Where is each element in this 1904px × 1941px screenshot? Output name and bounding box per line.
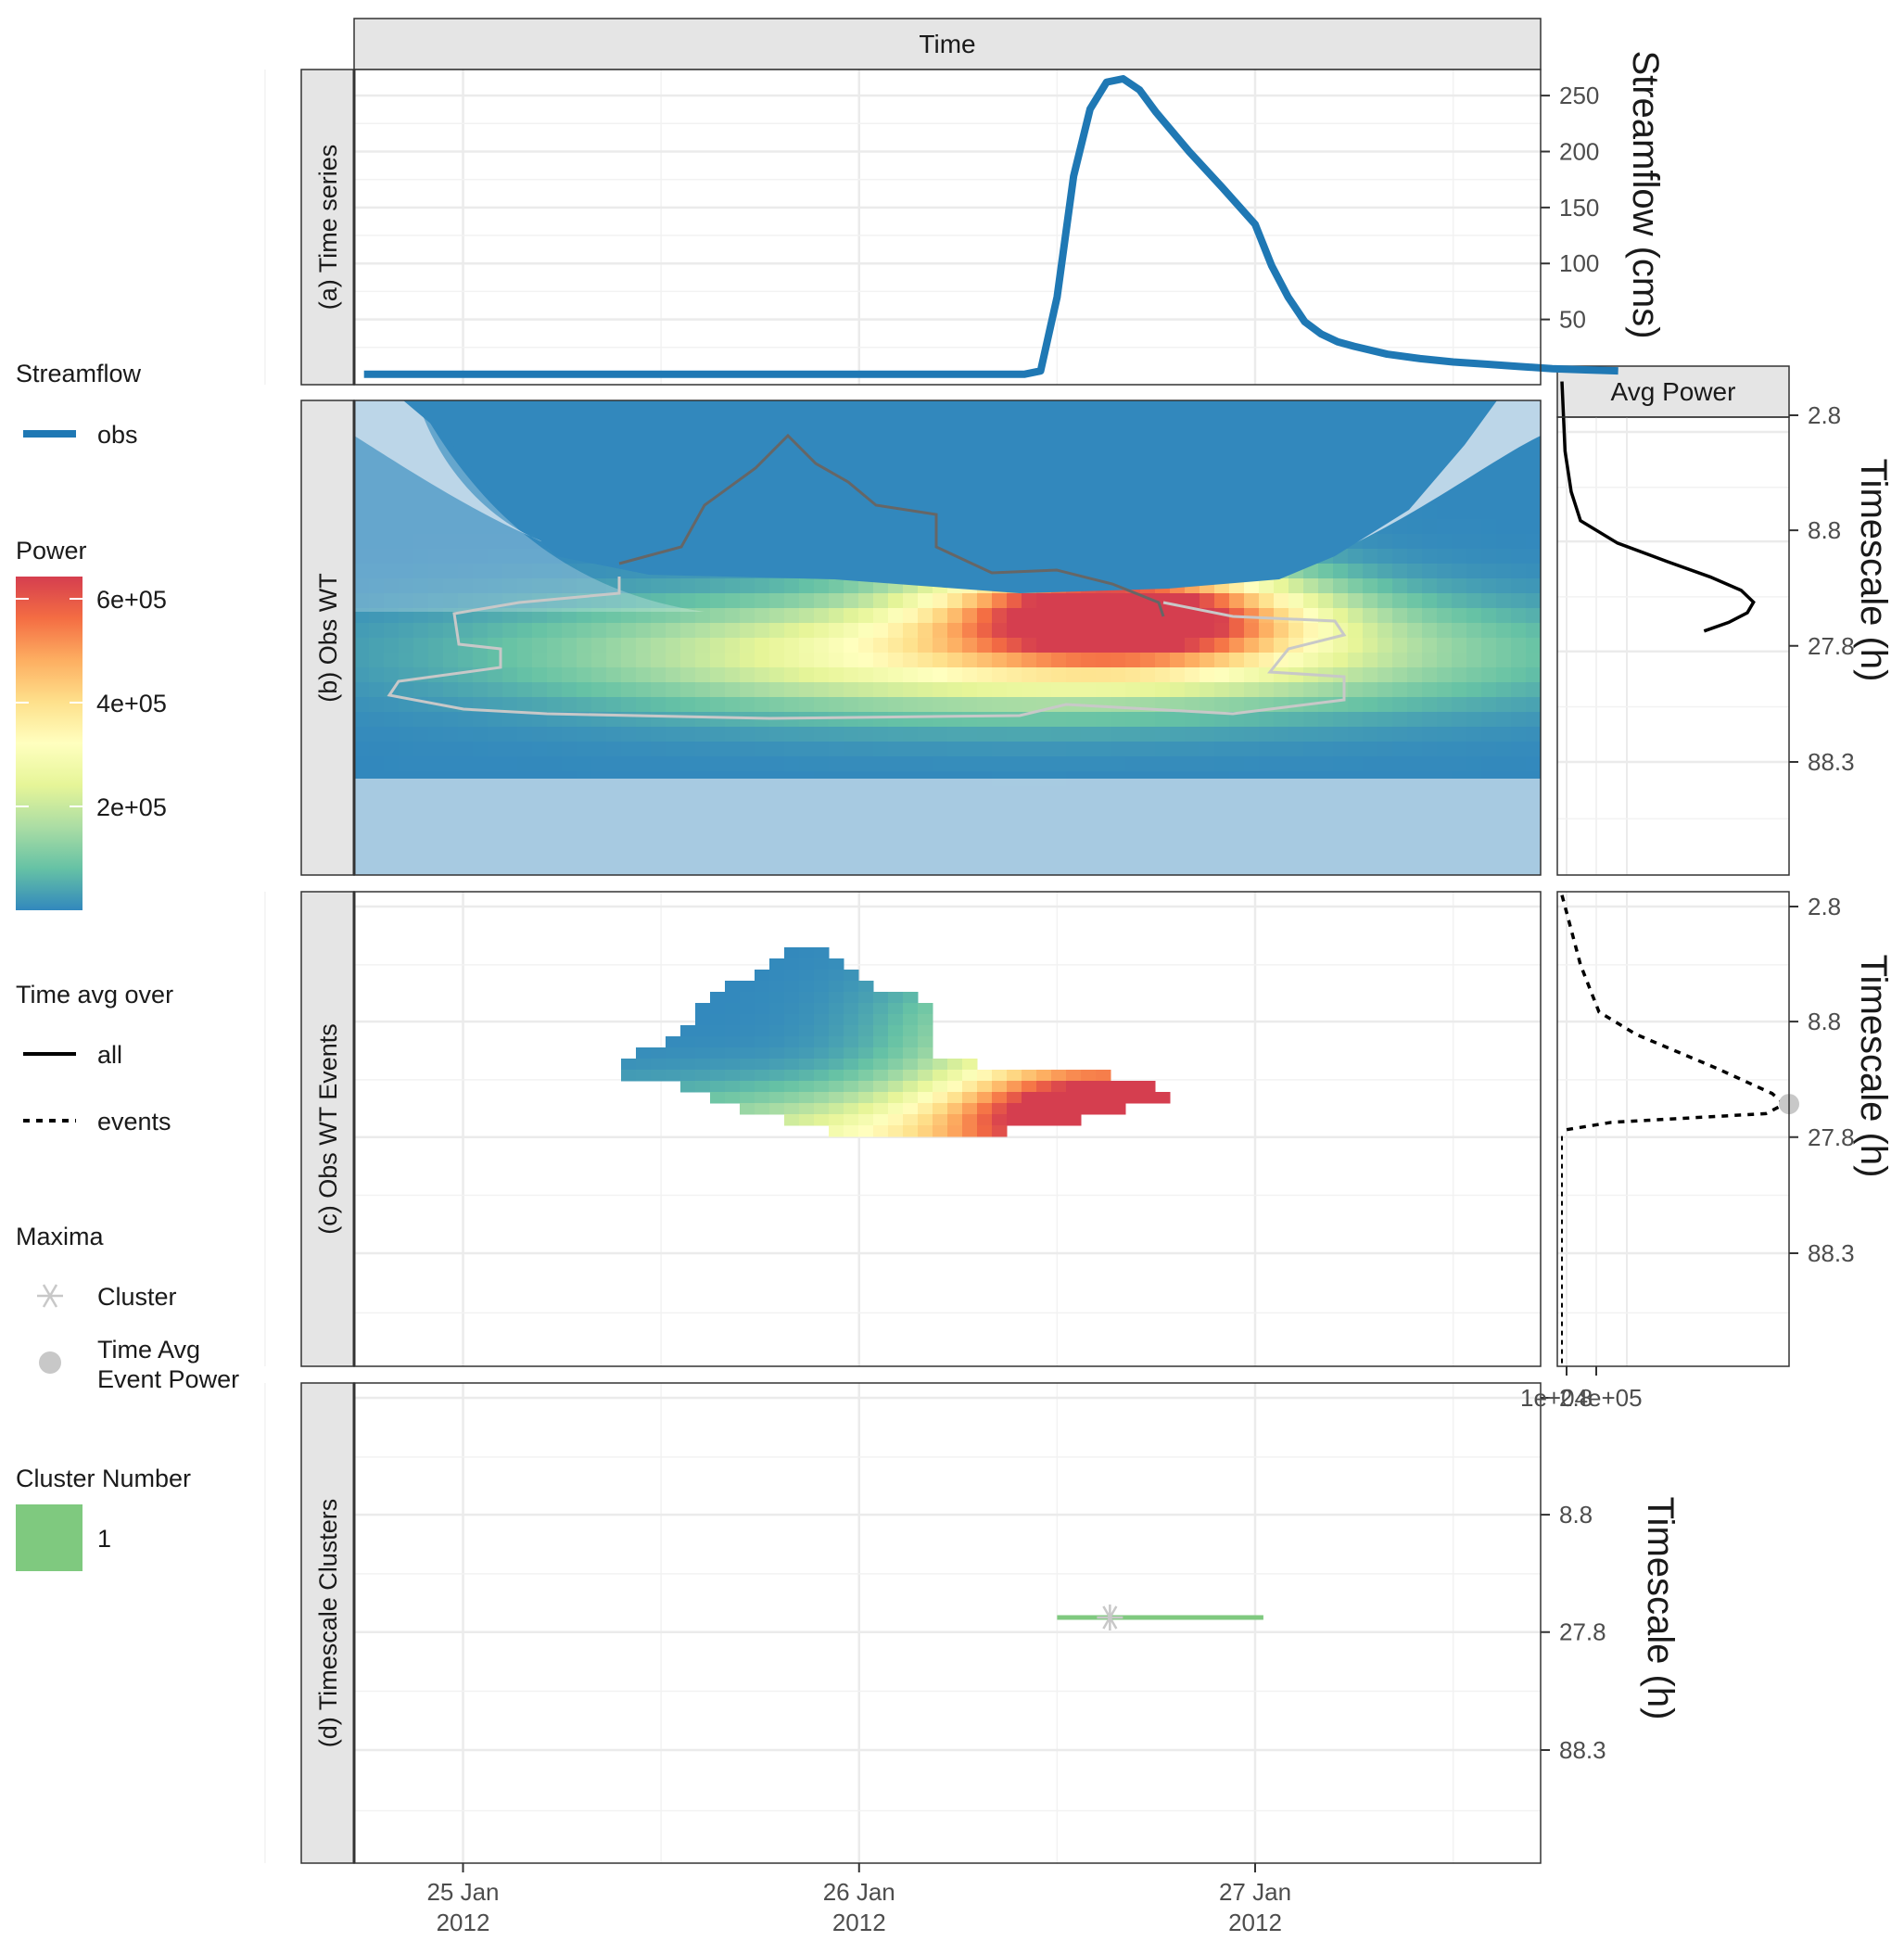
legend-cluster-number-title: Cluster Number: [16, 1465, 191, 1492]
strip-avg-power: Avg Power: [1611, 377, 1736, 406]
legend-obs-label: obs: [97, 421, 138, 449]
panel-c-grid: [264, 892, 1541, 1366]
legend-all-label: all: [97, 1041, 122, 1069]
timescale-tick-88_3-1: 88.3: [1808, 1239, 1855, 1267]
avg-power-all-line: [1560, 381, 1756, 633]
cluster-1-maximum-asterisk: [1097, 1605, 1123, 1630]
streamflow-tick-50: 50: [1559, 306, 1586, 334]
row-strips: [300, 69, 355, 1864]
legend-timeavg-dot-icon: [39, 1351, 61, 1374]
timescale-tick-88_3-0: 88.3: [1808, 748, 1855, 776]
legend-timeavg-title: Time avg over: [16, 981, 173, 1009]
timescale-axis-title-c: Timescale (h): [1853, 955, 1894, 1178]
streamflow-axis-title: Streamflow (cms): [1625, 50, 1666, 338]
legend-cluster-asterisk-icon: [37, 1284, 63, 1308]
legend-maxima-title: Maxima: [16, 1223, 104, 1250]
power-colorbar-ticks: [16, 598, 83, 807]
streamflow-tick-100: 100: [1559, 249, 1599, 277]
timescale-tick-88_3-2: 88.3: [1559, 1736, 1606, 1764]
x-tick-day-2: 27 Jan: [1219, 1878, 1291, 1906]
streamflow-tick-200: 200: [1559, 137, 1599, 165]
legend-cluster-1-swatch: [16, 1504, 83, 1571]
panel-a-series: [363, 75, 1618, 378]
timescale-axis-title-b: Timescale (h): [1853, 459, 1894, 682]
avg-power-events-line: [1560, 894, 1788, 1133]
panel-d-clusters: [1057, 1605, 1263, 1630]
panel-b-heatmap: [354, 400, 1541, 875]
avg-power-grid: [1557, 417, 1789, 1366]
legend-power-title: Power: [16, 537, 87, 565]
panel-c-heatmap: [621, 947, 1171, 1137]
streamflow-obs-line: [363, 75, 1618, 378]
power-colorbar: [16, 577, 83, 910]
timescale-tick-8_8-0: 8.8: [1808, 516, 1841, 544]
x-tick-day-1: 26 Jan: [823, 1878, 895, 1906]
x-tick-year-1: 2012: [832, 1909, 886, 1936]
timescale-tick-27_8-2: 27.8: [1559, 1618, 1606, 1646]
timescale-tick-27_8-0: 27.8: [1808, 632, 1855, 660]
timescale-tick-8_8-2: 8.8: [1559, 1501, 1593, 1529]
legend-streamflow-title: Streamflow: [16, 360, 142, 387]
power-tick-6e5: 6e+05: [96, 586, 167, 614]
legend-cluster-label: Cluster: [97, 1283, 177, 1311]
streamflow-tick-150: 150: [1559, 194, 1599, 222]
timescale-tick-27_8-1: 27.8: [1808, 1123, 1855, 1151]
legend-cluster-1-label: 1: [97, 1525, 111, 1553]
timescale-tick-2_8-0: 2.8: [1808, 401, 1841, 429]
x-tick-year-2: 2012: [1228, 1909, 1282, 1936]
panel-label-b: (b) Obs WT: [314, 573, 342, 703]
panel-label-a: (a) Time series: [314, 145, 342, 311]
timescale-tick-2_8-2: 2.8: [1559, 1384, 1593, 1412]
power-tick-4e5: 4e+05: [96, 690, 167, 717]
streamflow-tick-250: 250: [1559, 82, 1599, 109]
power-tick-2e5: 2e+05: [96, 793, 167, 821]
panel-label-c: (c) Obs WT Events: [314, 1023, 342, 1235]
avg-power-tick-labels: 1e+04e+05: [1520, 1384, 1643, 1412]
timescale-tick-2_8-1: 2.8: [1808, 893, 1841, 920]
timescale-axis-title-d: Timescale (h): [1640, 1497, 1681, 1720]
x-tick-day-0: 25 Jan: [426, 1878, 499, 1906]
panel-a-bg: [354, 70, 1541, 385]
legend-timeavg-label-2: Event Power: [97, 1365, 239, 1393]
strip-time: Time: [919, 30, 975, 58]
legend: Streamflow obs Power 6e+05 4e+05 2e+05 T…: [16, 360, 239, 1571]
timescale-tick-8_8-1: 8.8: [1808, 1008, 1841, 1035]
panel-label-d: (d) Timescale Clusters: [314, 1499, 342, 1748]
panel-d-grid: [264, 1383, 1541, 1863]
legend-events-label: events: [97, 1108, 171, 1135]
panel-a-grid: [264, 70, 1541, 385]
avg-power-series: [1560, 381, 1799, 1366]
x-tick-year-0: 2012: [437, 1909, 490, 1936]
legend-timeavg-label-1: Time Avg: [97, 1336, 200, 1364]
